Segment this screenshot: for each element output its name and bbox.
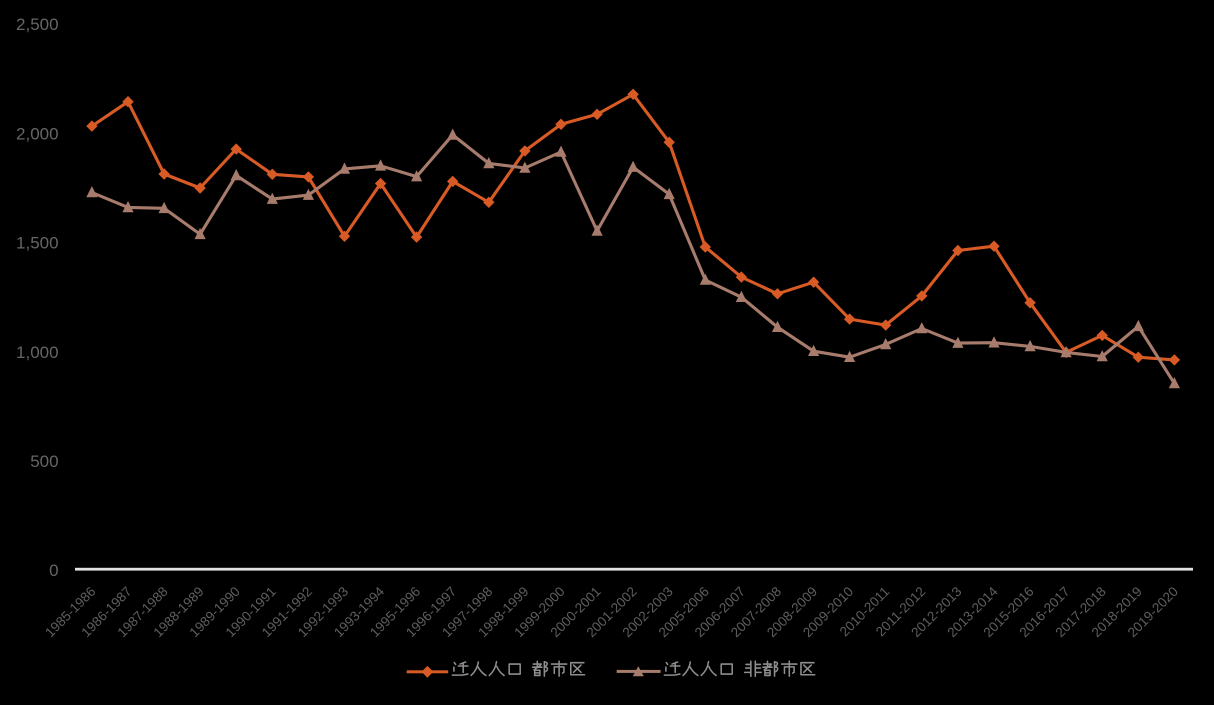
svg-text:0: 0: [49, 561, 58, 580]
svg-text:1,000: 1,000: [16, 343, 59, 362]
svg-text:2,000: 2,000: [16, 124, 59, 143]
svg-text:500: 500: [30, 452, 58, 471]
svg-text:2,500: 2,500: [16, 15, 59, 34]
svg-text:1,500: 1,500: [16, 234, 59, 253]
